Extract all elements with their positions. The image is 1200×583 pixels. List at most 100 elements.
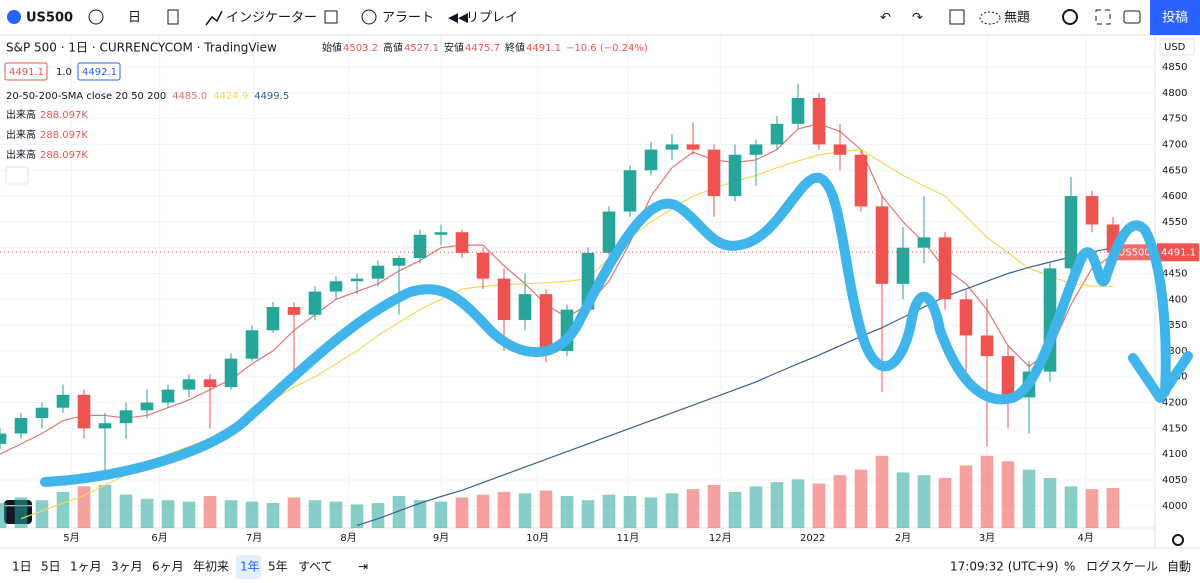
volume-bar <box>35 500 49 528</box>
volume-bar <box>1001 461 1015 528</box>
settings-icon[interactable] <box>1062 9 1078 25</box>
legend-title: S&P 500 · 1日 · CURRENCYCOM · TradingView <box>6 41 277 55</box>
fullscreen-icon[interactable] <box>1095 9 1111 25</box>
y-tick-label: 4650 <box>1162 165 1187 176</box>
volume-bar <box>917 475 931 528</box>
flag-icon <box>7 10 21 24</box>
x-tick-label: 9月 <box>433 532 449 544</box>
range-button[interactable]: 3ヶ月 <box>111 560 143 574</box>
alert[interactable]: アラート <box>382 11 434 26</box>
candle-body <box>182 379 196 390</box>
volume-bar <box>98 484 112 528</box>
y-tick-label: 4850 <box>1162 62 1187 73</box>
candle-body <box>1085 196 1099 225</box>
volume-bar <box>959 465 973 528</box>
x-tick-label: 2月 <box>895 532 911 544</box>
candle-body <box>35 407 49 419</box>
y-tick-label: 4350 <box>1162 320 1187 331</box>
candle-body <box>350 278 364 282</box>
ask-box <box>77 62 121 81</box>
volume-bar <box>728 491 742 528</box>
x-tick-label: 3月 <box>979 532 995 544</box>
candle-icon[interactable] <box>167 9 179 25</box>
interval[interactable]: 日 <box>128 11 141 26</box>
publish-button[interactable] <box>1150 0 1200 35</box>
range-button[interactable]: 1年 <box>240 560 260 574</box>
candle-body <box>119 410 133 424</box>
redo[interactable]: ↷ <box>912 11 924 26</box>
candle-body <box>161 389 175 403</box>
y-tick-label: 4100 <box>1162 449 1187 460</box>
candle-body <box>539 294 553 351</box>
y-tick-label: 4700 <box>1162 139 1187 150</box>
clock: 17:09:32 (UTC+9) <box>950 560 1059 574</box>
volume-bar <box>791 479 805 528</box>
symbol-tag: US500 <box>1118 247 1151 258</box>
candle-body <box>266 307 280 331</box>
layout-icon[interactable] <box>324 10 338 24</box>
range-button[interactable]: 1ヶ月 <box>70 560 102 574</box>
volume-bar <box>56 491 70 528</box>
range-button[interactable]: 1日 <box>12 560 32 574</box>
publish[interactable]: 投稿 <box>1162 10 1188 26</box>
volume-bar <box>707 484 721 528</box>
range-button[interactable]: 5日 <box>41 560 61 574</box>
volume-bar <box>308 500 322 528</box>
x-tick-label: 12月 <box>709 532 732 544</box>
percent-toggle[interactable]: % <box>1064 560 1075 574</box>
range-button[interactable]: 6ヶ月 <box>152 560 184 574</box>
auto-toggle[interactable]: 自動 <box>1167 560 1191 574</box>
collapse-button[interactable] <box>5 166 29 185</box>
range-button[interactable]: すべて <box>298 560 333 574</box>
symbol[interactable]: US500 <box>26 11 73 26</box>
select-icon[interactable] <box>949 9 965 25</box>
range-button[interactable]: 5年 <box>268 560 288 574</box>
volume-bar <box>161 500 175 528</box>
candle-body <box>854 154 868 207</box>
candle-body <box>1001 356 1015 398</box>
volume-bar <box>1043 478 1057 528</box>
volume-value: 288.097K <box>40 130 88 141</box>
volume-bar <box>1064 486 1078 528</box>
goto-icon[interactable]: ⇥ <box>358 560 368 574</box>
candle-body <box>644 149 658 171</box>
sma-value: 4485.0 <box>172 91 207 102</box>
candle-body <box>392 258 406 266</box>
axis-settings[interactable] <box>1172 534 1184 546</box>
bid-box <box>4 62 48 81</box>
candle-body <box>98 423 112 429</box>
volume-bar <box>455 497 469 528</box>
currency[interactable]: USD <box>1164 42 1186 53</box>
camera-icon[interactable] <box>1123 10 1141 24</box>
ohlc-label: 始値 <box>322 41 342 54</box>
add-icon[interactable] <box>88 9 104 25</box>
currency-box[interactable] <box>1159 38 1195 56</box>
volume-bar <box>1022 469 1036 528</box>
cloud-icon[interactable] <box>979 11 1001 25</box>
range-button[interactable]: 年初来 <box>193 560 229 574</box>
alert-icon[interactable] <box>361 9 377 25</box>
x-tick-label: 7月 <box>246 532 262 544</box>
y-tick-label: 4550 <box>1162 217 1187 228</box>
candle-body <box>707 149 721 197</box>
indicator-icon[interactable] <box>205 10 223 26</box>
volume-bar <box>287 497 301 528</box>
undo[interactable]: ↶ <box>880 11 891 26</box>
layout-name[interactable]: 無題 <box>1004 11 1030 26</box>
volume-bar <box>1106 487 1120 528</box>
candle-body <box>497 278 511 320</box>
replay-icon[interactable]: ◀◀ <box>448 11 468 26</box>
indicators[interactable]: インジケーター <box>226 11 317 26</box>
replay[interactable]: リプレイ <box>466 11 518 26</box>
volume-bar <box>812 483 826 528</box>
candle-body <box>791 97 805 124</box>
x-tick-label: 8月 <box>340 532 356 544</box>
volume-bar <box>644 497 658 528</box>
spread: 1.0 <box>56 67 72 78</box>
candle-body <box>308 291 322 315</box>
ohlc-value: 4491.1 <box>526 43 561 54</box>
y-tick-label: 4200 <box>1162 398 1187 409</box>
candle-body <box>1064 196 1078 269</box>
log-toggle[interactable]: ログスケール <box>1086 560 1158 574</box>
volume-bar <box>686 489 700 528</box>
